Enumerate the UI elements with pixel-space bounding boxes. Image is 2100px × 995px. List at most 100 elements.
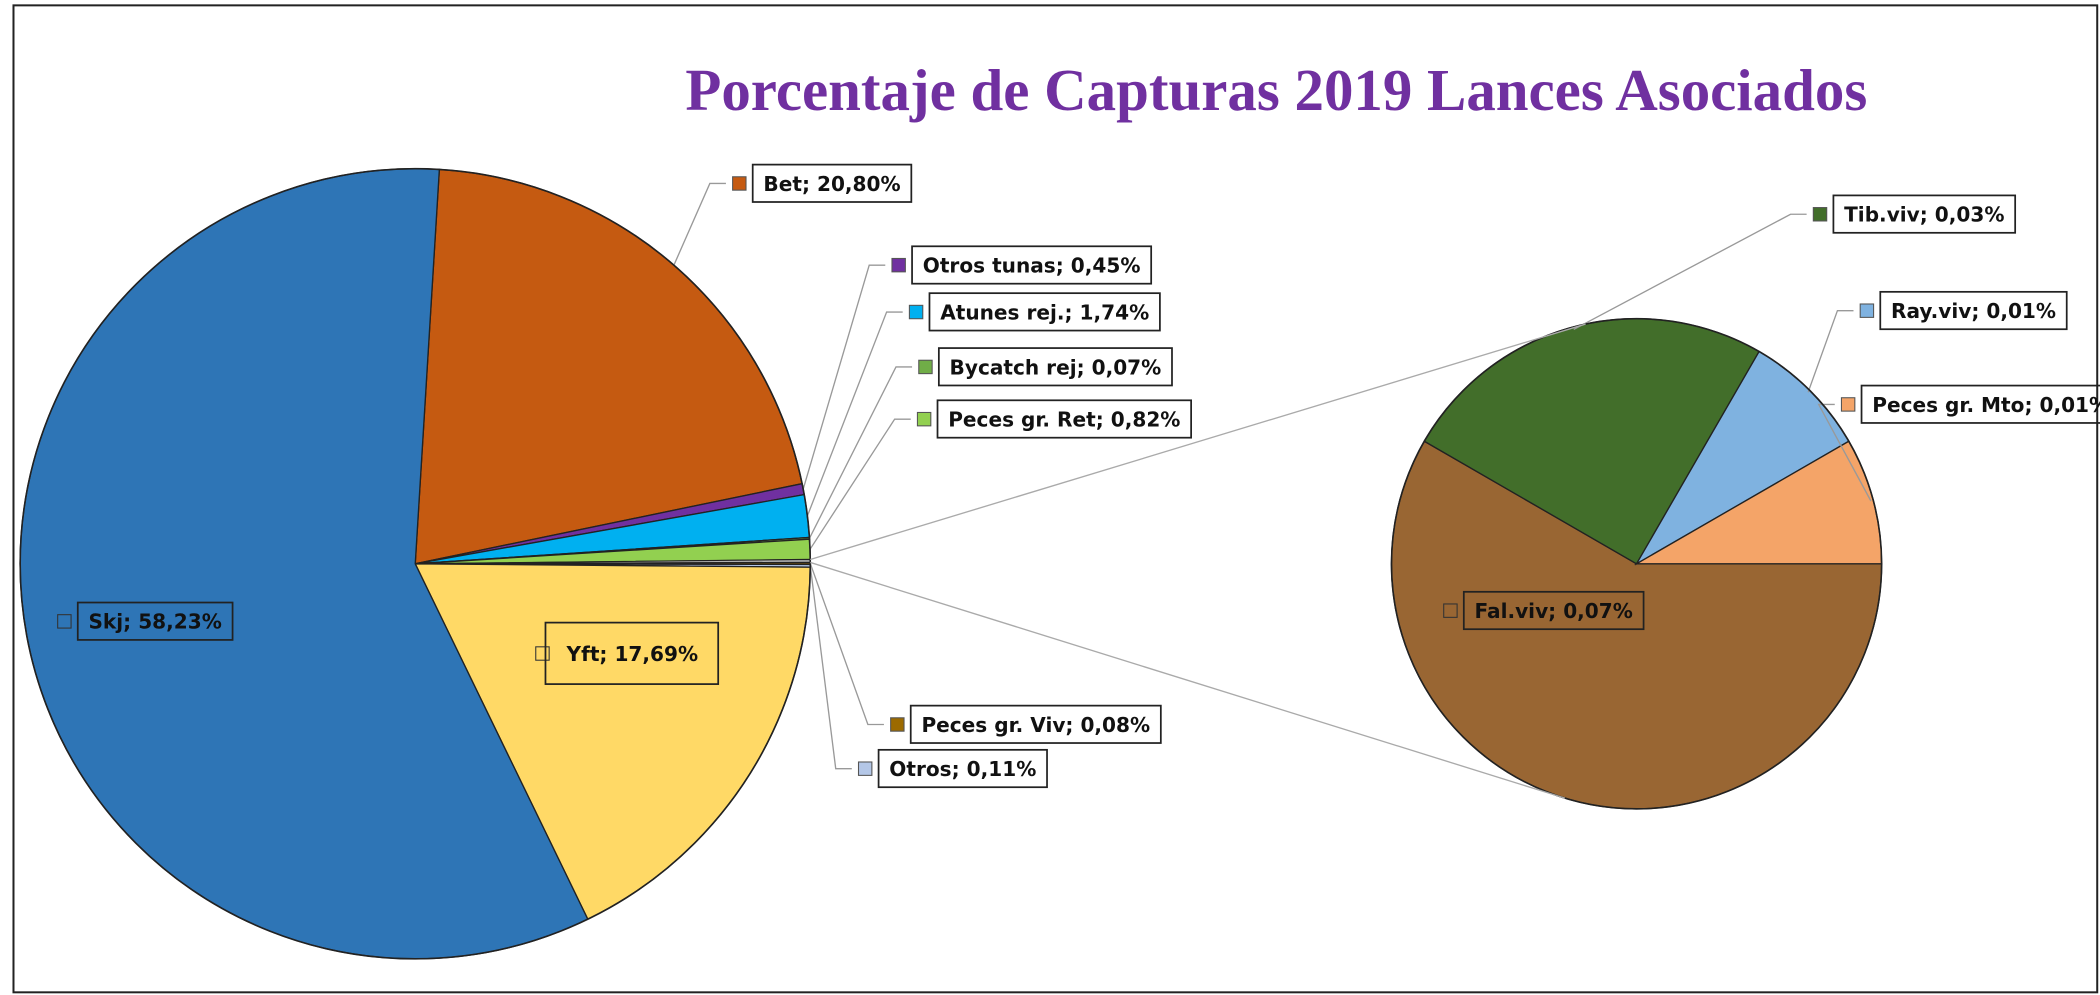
leader-line: [809, 563, 884, 726]
label-box: [911, 245, 1153, 285]
label-box: [544, 621, 720, 685]
pie-outline: [1390, 317, 1883, 810]
leader-line: [809, 565, 852, 770]
label-box: [1832, 194, 2017, 234]
leader-line: [1573, 213, 1807, 331]
label-separator: ;: [1920, 202, 1935, 226]
category-name: Peces gr. Ret: [948, 407, 1096, 431]
label-separator: ;: [123, 609, 138, 633]
category-name: Bycatch rej: [950, 355, 1077, 379]
label-box: [76, 601, 234, 641]
data-label-text: Bycatch rej; 0,07%: [950, 355, 1162, 379]
value-label: 0,03%: [1935, 202, 2005, 226]
category-name: Otros tunas: [923, 253, 1056, 277]
label-separator: ;: [599, 641, 614, 665]
label-separator: ;: [1056, 253, 1071, 277]
data-label: Skj; 58,23%: [57, 601, 234, 641]
category-name: Ray.viv: [1891, 299, 1971, 323]
data-label-text: Peces gr. Ret; 0,82%: [948, 407, 1180, 431]
legend-key: [57, 614, 72, 629]
label-box: [928, 292, 1161, 332]
data-label-text: Otros; 0,11%: [889, 757, 1036, 781]
data-label-text: Bet; 20,80%: [763, 171, 900, 195]
data-label-text: Otros tunas; 0,45%: [923, 253, 1141, 277]
label-box: [909, 704, 1162, 744]
legend-key: [916, 411, 932, 427]
legend-key: [857, 761, 873, 776]
category-name: Yft: [566, 641, 600, 665]
data-label: Bet; 20,80%: [732, 163, 913, 203]
category-name: Peces gr. Viv: [921, 712, 1065, 736]
label-separator: ;: [1077, 355, 1092, 379]
chart-title: Porcentaje de Capturas 2019 Lances Asoci…: [685, 57, 1867, 123]
category-name: Otros: [889, 757, 951, 781]
category-name: Fal.viv: [1475, 598, 1549, 622]
leader-line: [809, 418, 911, 550]
data-label-text: Skj; 58,23%: [88, 609, 221, 633]
label-separator: ;: [1065, 300, 1080, 324]
value-label: 0,01%: [2039, 392, 2100, 416]
legend-key: [1443, 603, 1458, 618]
leader-line: [806, 311, 903, 517]
legend-key: [908, 304, 924, 320]
label-box: [1879, 290, 2068, 331]
label-box: [936, 399, 1192, 439]
data-label-text: Fal.viv; 0,07%: [1475, 598, 1633, 622]
data-label: Peces gr. Viv; 0,08%: [890, 704, 1162, 744]
legend-key: [918, 359, 933, 375]
leader-line: [673, 182, 726, 266]
value-label: 0,07%: [1092, 355, 1162, 379]
value-label: 58,23%: [138, 609, 222, 633]
label-separator: ;: [1971, 299, 1986, 323]
legend-key: [732, 176, 747, 191]
legend-key: [1840, 397, 1856, 412]
value-label: 20,80%: [817, 171, 901, 195]
label-separator: ;: [1065, 712, 1080, 736]
data-label: Fal.viv; 0,07%: [1443, 590, 1645, 631]
label-box: [751, 163, 913, 203]
data-label: Otros tunas; 0,45%: [891, 245, 1153, 285]
label-box: [877, 748, 1048, 789]
data-label-text: Peces gr. Viv; 0,08%: [921, 712, 1150, 736]
legend-key: [1859, 303, 1875, 318]
leader-line: [802, 264, 886, 490]
leader-line: [808, 366, 913, 539]
data-label-text: Ray.viv; 0,01%: [1891, 299, 2056, 323]
label-box: [1860, 384, 2100, 424]
data-label-text: Peces gr. Mto; 0,01%: [1872, 392, 2100, 416]
data-label: Bycatch rej; 0,07%: [918, 347, 1173, 387]
label-separator: ;: [802, 171, 817, 195]
value-label: 17,69%: [614, 641, 698, 665]
value-label: 0,08%: [1080, 712, 1150, 736]
legend-key: [890, 717, 905, 732]
category-name: Tib.viv: [1844, 202, 1920, 226]
data-label: Ray.viv; 0,01%: [1859, 290, 2068, 331]
data-label-text: Atunes rej.; 1,74%: [940, 300, 1149, 324]
legend-key: [535, 646, 550, 661]
leader-line: [1817, 403, 1872, 502]
data-label: Otros; 0,11%: [857, 748, 1048, 789]
data-label: Peces gr. Ret; 0,82%: [916, 399, 1192, 439]
data-label: Peces gr. Mto; 0,01%: [1840, 384, 2100, 424]
legend-key: [1812, 207, 1828, 222]
label-separator: ;: [2024, 392, 2039, 416]
data-label: Yft; 17,69%: [535, 621, 720, 685]
value-label: 0,07%: [1563, 598, 1633, 622]
category-name: Bet: [763, 171, 802, 195]
value-label: 1,74%: [1080, 300, 1150, 324]
connector-line: [810, 323, 1586, 561]
data-label-text: Tib.viv; 0,03%: [1844, 202, 2004, 226]
label-box: [937, 347, 1173, 387]
label-separator: ;: [952, 757, 967, 781]
label-separator: ;: [1548, 598, 1563, 622]
data-label: Atunes rej.; 1,74%: [908, 292, 1161, 332]
connector-line: [810, 561, 1566, 799]
data-label-text: Yft; 17,69%: [566, 641, 699, 665]
label-box: [1462, 590, 1645, 631]
value-label: 0,11%: [967, 757, 1037, 781]
category-name: Peces gr. Mto: [1872, 392, 2024, 416]
data-label: Tib.viv; 0,03%: [1812, 194, 2017, 234]
category-name: Skj: [88, 609, 123, 633]
value-label: 0,45%: [1071, 253, 1141, 277]
